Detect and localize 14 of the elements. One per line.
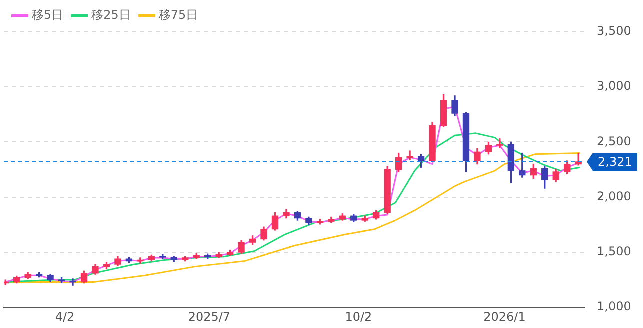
y-tick-label: 2,500 xyxy=(597,134,632,148)
legend-label: 移75日 xyxy=(158,8,198,22)
y-tick-label: 3,500 xyxy=(597,24,632,38)
legend-label: 移5日 xyxy=(32,8,64,22)
legend-label: 移25日 xyxy=(92,8,131,22)
y-tick-label: 3,000 xyxy=(597,79,632,94)
y-tick-label: 1,000 xyxy=(597,300,632,314)
x-tick-label: 10/2 xyxy=(345,310,372,324)
y-tick-label: 2,000 xyxy=(597,189,632,204)
x-tick-label: 4/2 xyxy=(55,310,75,324)
x-tick-label: 2025/7 xyxy=(188,310,231,324)
x-tick-label: 2026/1 xyxy=(484,310,526,324)
ref-line-label: 2,321 xyxy=(598,155,632,170)
y-tick-label: 1,500 xyxy=(597,244,632,259)
